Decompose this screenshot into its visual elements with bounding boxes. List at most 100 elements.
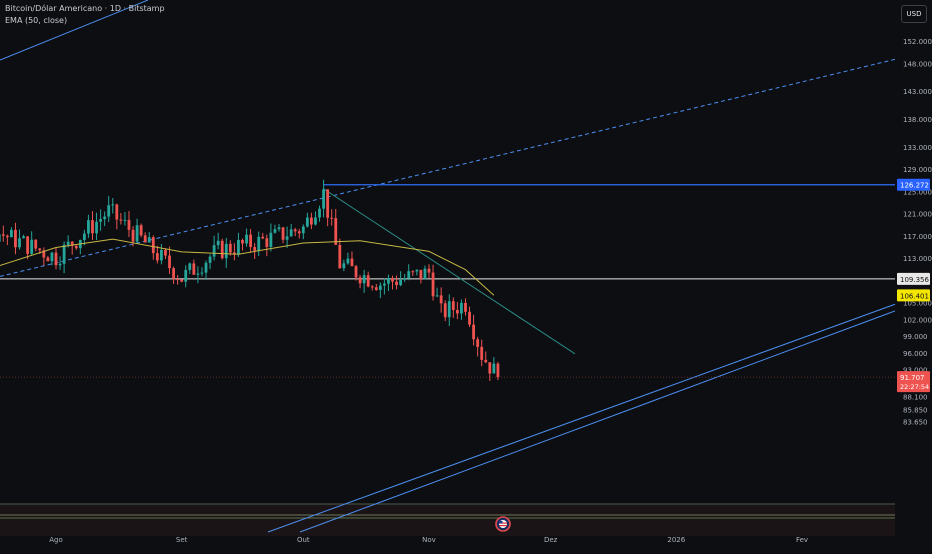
candle-body [99, 219, 102, 222]
candle-body [423, 268, 427, 279]
candle-body [115, 204, 119, 220]
candle-body [322, 189, 325, 209]
candle-body [285, 236, 289, 240]
candle-body [196, 273, 200, 275]
candle-body [439, 295, 443, 304]
candle-body [468, 311, 471, 325]
candle-body [383, 283, 386, 286]
price-tick-label: 85.850 [903, 406, 928, 414]
candle-body [151, 237, 155, 254]
candle-body [123, 219, 127, 221]
candle-body [58, 263, 62, 266]
candle-body [338, 244, 342, 269]
price-tick-label: 113.000 [903, 255, 932, 263]
candle-body [435, 295, 439, 297]
candle-body [403, 278, 407, 280]
candle-body [62, 244, 66, 264]
time-tick-label: Nov [422, 536, 436, 544]
time-tick-label: Fev [796, 536, 808, 544]
candle-body [431, 272, 435, 297]
candles-layer [0, 179, 500, 381]
candle-body [155, 253, 159, 261]
time-tick-label: 2026 [667, 536, 685, 544]
candle-body [54, 252, 58, 266]
candle-body [131, 229, 135, 242]
price-tick-label: 96.000 [903, 350, 928, 358]
candle-body [168, 255, 171, 269]
candle-body [103, 216, 107, 220]
price-axis[interactable]: 152.000 148.000 143.000 138.000 133.000 129.0… [903, 38, 932, 427]
candle-body [366, 275, 370, 287]
candle-body [22, 236, 25, 239]
candle-body [387, 278, 390, 284]
candle-body [395, 281, 398, 286]
price-tick-label: 93.000 [903, 366, 928, 374]
candle-body [5, 235, 9, 238]
price-tick-label: 129.000 [903, 166, 932, 174]
current-price-label-bg [897, 371, 930, 393]
candle-body [200, 272, 204, 274]
currency-button[interactable]: USD [901, 5, 927, 23]
candle-body [451, 301, 455, 310]
candle-body [277, 227, 281, 230]
candle-body [107, 205, 111, 217]
candle-body [480, 346, 484, 360]
candle-body [415, 269, 419, 272]
candle-body [216, 240, 220, 246]
candle-body [305, 217, 309, 227]
candle-body [188, 263, 192, 270]
candle-body [484, 359, 488, 363]
price-tick-label: 117.000 [903, 233, 932, 241]
price-tick-label: 105.000 [903, 300, 932, 308]
candle-body [476, 339, 480, 347]
candle-body [411, 271, 415, 273]
candle-body [224, 243, 228, 259]
candle-body [492, 363, 496, 374]
candle-body [228, 243, 232, 253]
price-tick-label: 138.000 [903, 116, 932, 124]
candle-body [66, 241, 70, 245]
price-tick-label: 121.000 [903, 211, 932, 219]
candle-body [354, 266, 358, 278]
candle-body [334, 218, 338, 245]
candle-body [318, 208, 321, 218]
candle-body [212, 245, 216, 257]
candle-body [91, 220, 94, 234]
price-tick-label: 99.000 [903, 333, 928, 341]
candle-body [249, 234, 253, 248]
candle-body [208, 256, 212, 263]
time-axis[interactable]: Ago Set Out Nov Dez 2026 Fev [49, 536, 808, 544]
candle-body [245, 234, 248, 244]
high-price-label: 126.272 [900, 182, 929, 190]
candle-body [273, 229, 277, 233]
candle-body [70, 241, 74, 246]
candle-body [391, 278, 394, 282]
support-price-label-bg [897, 272, 930, 285]
candle-body [74, 245, 78, 249]
candle-body [232, 252, 236, 255]
candle-body [10, 229, 13, 238]
chart-title[interactable]: Bitcoin/Dólar Americano · 1D · Bitstamp [5, 4, 165, 13]
candle-body [180, 279, 184, 282]
candle-body [204, 262, 208, 273]
candle-body [362, 275, 366, 284]
economic-event-flag-icon[interactable] [495, 516, 511, 532]
current-price-label: 91.707 [900, 374, 925, 382]
candle-body [26, 236, 30, 254]
candle-body [289, 229, 293, 237]
indicator-legend[interactable]: EMA (50, close) [5, 16, 68, 25]
candle-body [172, 268, 175, 280]
candle-body [184, 269, 188, 282]
candle-body [46, 257, 50, 262]
candle-body [346, 258, 350, 264]
candle-body [38, 248, 42, 251]
candle-body [301, 226, 305, 234]
candle-body [419, 269, 423, 279]
candle-body [455, 309, 459, 314]
candle-body [241, 239, 244, 244]
candle-body [253, 247, 257, 251]
candle-body [257, 236, 261, 251]
time-tick-label: Out [297, 536, 310, 544]
